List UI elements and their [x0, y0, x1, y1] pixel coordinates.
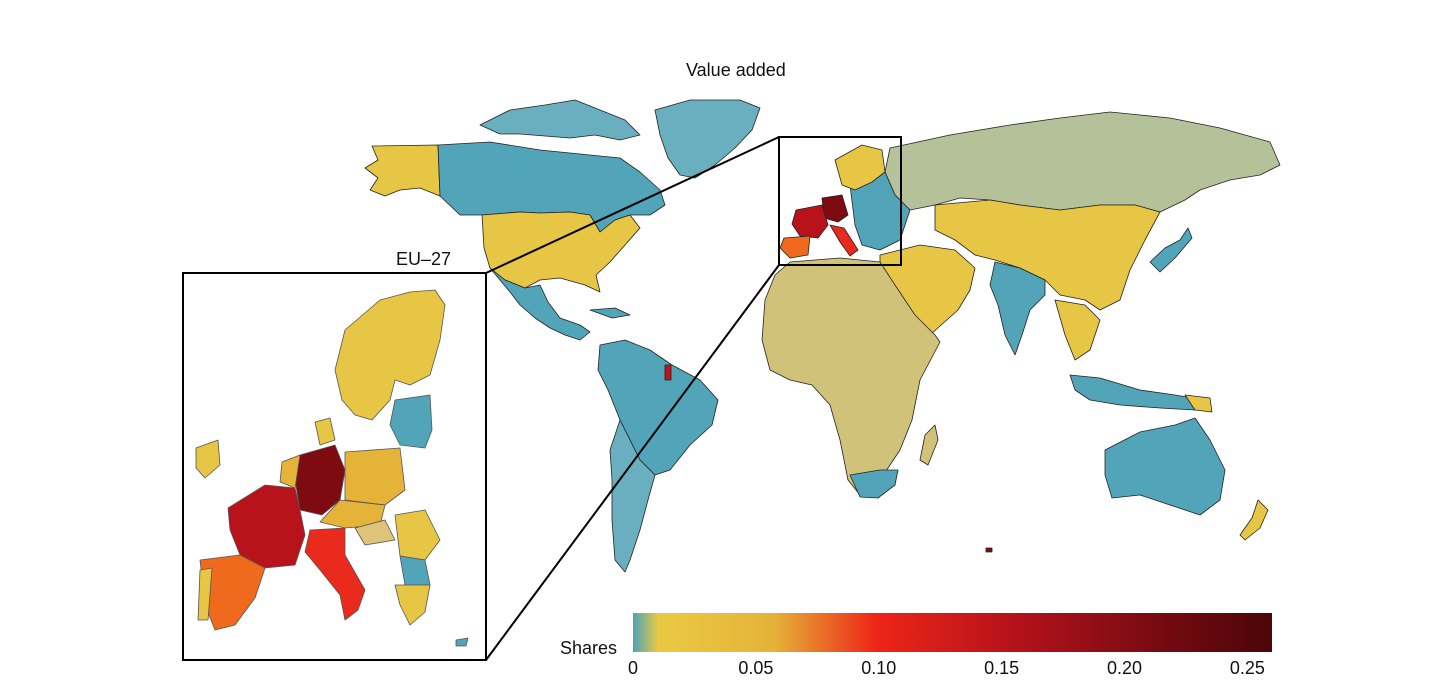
region-southern-cone [609, 419, 656, 573]
region-central-asia [934, 199, 1161, 311]
eu-italy [304, 527, 366, 621]
eu-baltics [389, 394, 433, 449]
eu-sweden-finland [334, 289, 446, 421]
region-spain [779, 235, 811, 259]
connector-line-bottom [485, 264, 780, 661]
colorbar-tick-label: 0.10 [861, 658, 897, 678]
eu-cyprus [455, 637, 469, 647]
region-italy [829, 224, 859, 257]
eu-ireland [195, 439, 221, 479]
colorbar-tick-label: 0.15 [984, 658, 1020, 678]
region-french-guiana [664, 364, 672, 381]
colorbar [633, 613, 1272, 652]
colorbar-tick-label: 0.20 [1107, 658, 1143, 678]
region-india [989, 261, 1046, 356]
region-papua [1184, 394, 1213, 413]
region-australia [1104, 417, 1226, 516]
region-france [791, 204, 829, 239]
region-south-africa [849, 469, 899, 499]
eu-poland [344, 447, 406, 506]
eu-portugal [197, 567, 213, 621]
region-caribbean [589, 307, 631, 319]
region-mexico [489, 267, 591, 341]
region-brazil [597, 339, 719, 476]
region-japan [1149, 227, 1193, 273]
colorbar-tick-label: 0.05 [738, 658, 774, 678]
inset-label: EU–27 [396, 249, 452, 269]
region-arctic-islands [479, 99, 641, 141]
region-scandinavia [834, 144, 886, 191]
eu-romania-bulgaria [394, 509, 441, 561]
map-title: Value added [686, 60, 786, 80]
connector-line-top [485, 136, 780, 274]
colorbar-label: Shares [560, 638, 618, 658]
europe-highlight-box [778, 136, 902, 266]
region-greenland [654, 99, 761, 179]
region-new-zealand [1239, 499, 1269, 541]
region-russia [884, 111, 1281, 213]
eu-hungary-slovakia [354, 519, 396, 546]
region-madagascar [919, 424, 939, 466]
eu-france [227, 484, 306, 569]
eu-greece [394, 584, 431, 626]
eu-denmark [314, 417, 336, 446]
region-reunion-island [985, 547, 993, 553]
region-southeast-asia [1054, 299, 1101, 361]
region-indonesia [1069, 374, 1206, 411]
colorbar-tick-label: 0.25 [1229, 658, 1265, 678]
region-alaska [364, 144, 441, 197]
colorbar-tick-label: 0 [627, 658, 639, 678]
eu-inset-map [195, 289, 469, 647]
world-countries [364, 99, 1281, 573]
